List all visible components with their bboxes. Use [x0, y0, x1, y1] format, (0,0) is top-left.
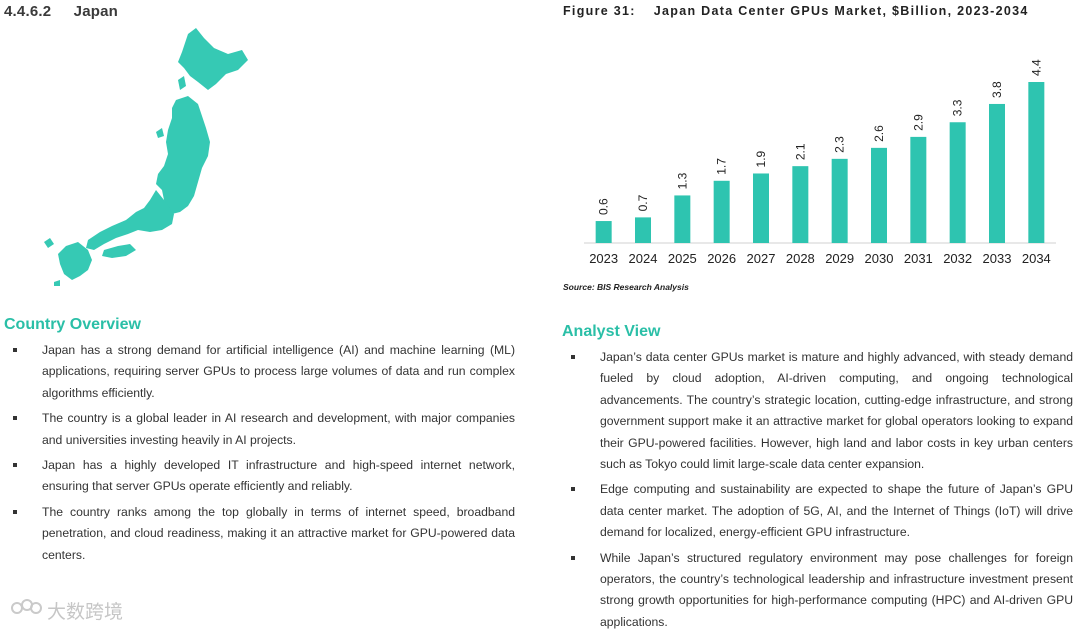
country-overview-bullet: Japan has a strong demand for artificial…	[4, 340, 515, 404]
x-tick-2030: 2030	[865, 251, 894, 266]
japan-map-icon	[38, 24, 268, 286]
x-tick-2031: 2031	[904, 251, 933, 266]
data-label-2033: 3.8	[990, 81, 1004, 98]
analyst-view-bullet: Japan’s data center GPUs market is matur…	[562, 347, 1073, 475]
data-label-2023: 0.6	[597, 198, 611, 215]
bar-2026	[713, 180, 730, 243]
country-overview-bullet: Japan has a highly developed IT infrastr…	[4, 455, 515, 498]
bar-2032	[949, 122, 966, 243]
data-label-2029: 2.3	[833, 136, 847, 153]
figure-caption: Japan Data Center GPUs Market, $Billion,…	[653, 4, 1029, 18]
data-label-2028: 2.1	[793, 143, 807, 160]
bar-2034	[1028, 82, 1045, 243]
bar-2023	[595, 221, 612, 243]
bar-2025	[674, 195, 691, 243]
x-tick-2027: 2027	[747, 251, 776, 266]
watermark-text: 大数跨境	[47, 601, 124, 623]
data-label-2032: 3.3	[951, 99, 965, 116]
bar-2033	[989, 103, 1005, 243]
bar-chart-svg: 0.6 2023 0.7 2024 1.3 2025 1.7 2026 1.9 2027 2.1 20…	[584, 59, 1056, 266]
data-label-2025: 1.3	[675, 172, 689, 189]
analyst-view-bullet: Edge computing and sustainability are ex…	[562, 479, 1073, 543]
brand-logo-icon	[9, 596, 43, 624]
x-tick-2033: 2033	[983, 251, 1012, 266]
bar-2024	[635, 217, 651, 243]
data-label-2026: 1.7	[715, 158, 729, 175]
data-label-2030: 2.6	[872, 125, 886, 142]
x-tick-2032: 2032	[943, 251, 972, 266]
x-tick-2026: 2026	[707, 251, 736, 266]
analyst-view-heading: Analyst View	[562, 323, 661, 340]
country-overview-bullet: The country ranks among the top globally…	[4, 502, 515, 566]
country-overview-heading: Country Overview	[4, 316, 141, 333]
bar-chart: 0.6 2023 0.7 2024 1.3 2025 1.7 2026 1.9 2027 2.1 20…	[578, 38, 1062, 270]
x-tick-2025: 2025	[668, 251, 697, 266]
section-heading: 4.4.6.2 Japan	[4, 3, 118, 20]
figure-source: Source: BIS Research Analysis	[563, 282, 689, 292]
x-tick-2023: 2023	[589, 251, 618, 266]
watermark: 大数跨境	[9, 597, 149, 623]
data-label-2027: 1.9	[754, 150, 768, 167]
data-label-2024: 0.7	[636, 194, 650, 211]
figure-title: Figure 31: Japan Data Center GPUs Market,…	[563, 4, 1029, 18]
x-tick-2028: 2028	[786, 251, 815, 266]
data-label-2034: 4.4	[1029, 59, 1043, 76]
bar-2031	[910, 136, 927, 243]
bar-2030	[871, 147, 887, 243]
bar-2028	[792, 166, 809, 243]
x-tick-2034: 2034	[1022, 251, 1051, 266]
figure-label: Figure 31:	[563, 4, 636, 18]
bar-2027	[753, 173, 769, 243]
x-tick-2024: 2024	[629, 251, 658, 266]
data-label-2031: 2.9	[911, 114, 925, 131]
analyst-view-bullet: While Japan’s structured regulatory envi…	[562, 548, 1073, 634]
x-tick-2029: 2029	[825, 251, 854, 266]
section-number: 4.4.6.2	[4, 3, 52, 20]
section-title: Japan	[73, 3, 119, 20]
bar-2029	[831, 158, 848, 243]
analyst-view-list: Japan’s data center GPUs market is matur…	[562, 347, 1073, 637]
country-overview-list: Japan has a strong demand for artificial…	[4, 340, 515, 570]
country-overview-bullet: The country is a global leader in AI res…	[4, 408, 515, 451]
